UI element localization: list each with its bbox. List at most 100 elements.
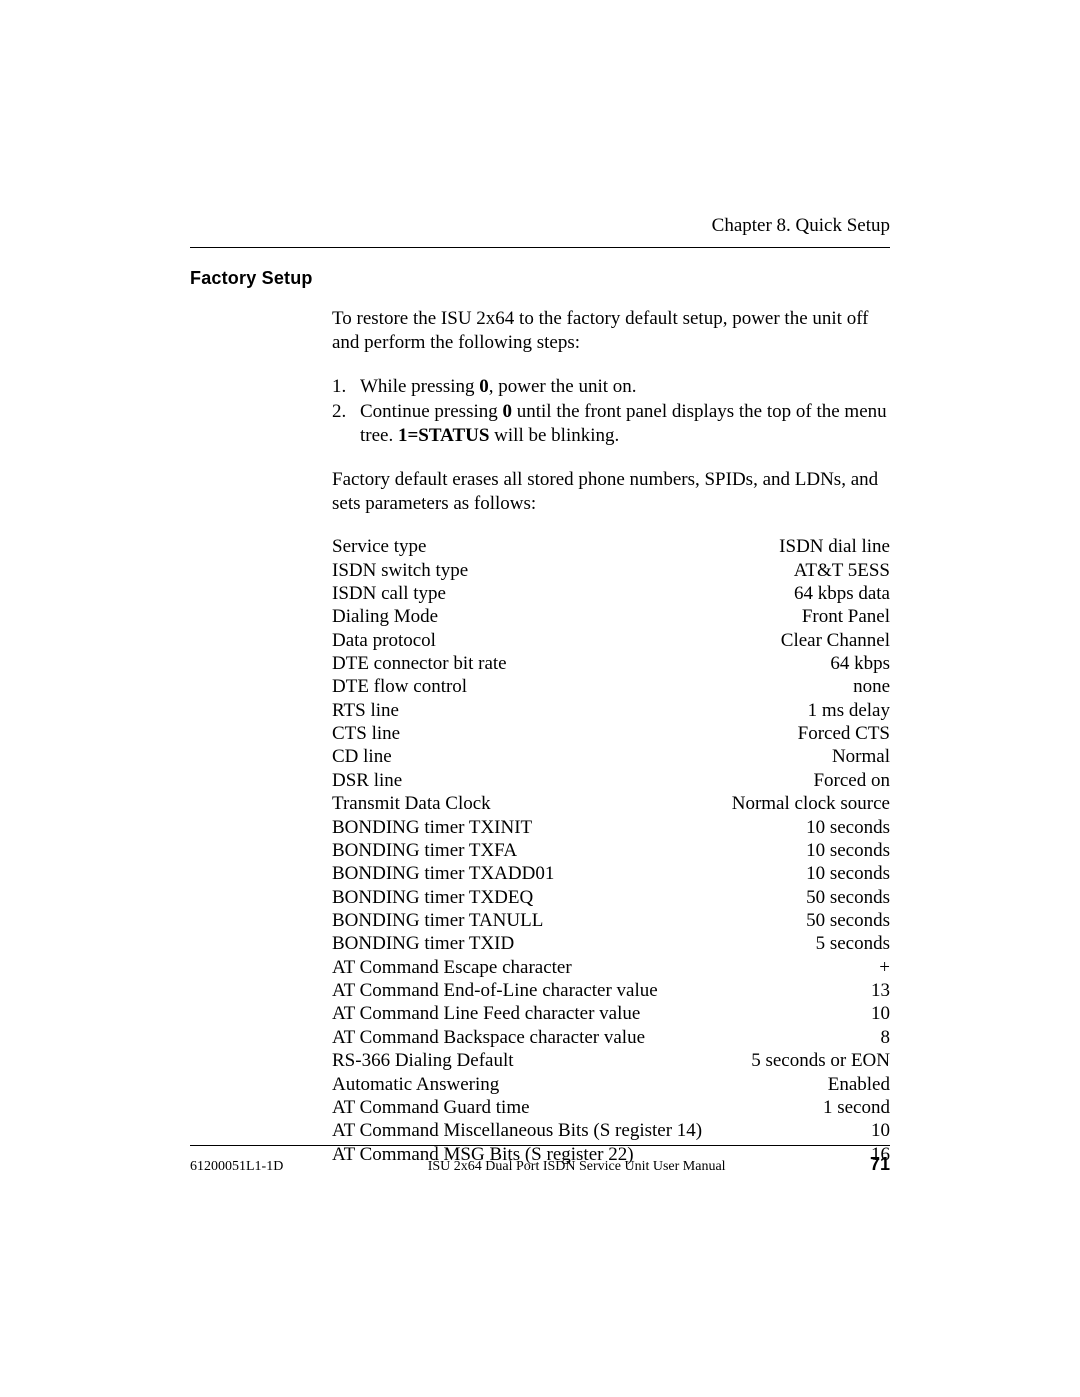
param-label: ISDN switch type	[332, 559, 468, 582]
param-value: 10 seconds	[804, 839, 890, 862]
param-label: RS-366 Dialing Default	[332, 1049, 514, 1072]
param-value: Forced CTS	[796, 722, 890, 745]
param-label: BONDING timer TXADD01	[332, 862, 554, 885]
param-row: ISDN call type 64 kbps data	[332, 582, 890, 605]
param-value: Enabled	[826, 1073, 890, 1096]
step-prefix: While pressing	[360, 376, 479, 397]
footer-page-number: 71	[870, 1154, 890, 1175]
param-row: AT Command Line Feed character value 10	[332, 1002, 890, 1025]
param-value: 5 seconds or EON	[749, 1049, 890, 1072]
param-label: DTE connector bit rate	[332, 652, 507, 675]
param-value: 10	[869, 1119, 890, 1142]
param-value: 10	[869, 1002, 890, 1025]
page-footer: 61200051L1-1D ISU 2x64 Dual Port ISDN Se…	[190, 1145, 890, 1175]
footer-doc-code: 61200051L1-1D	[190, 1159, 283, 1175]
param-value: +	[877, 956, 890, 979]
param-label: AT Command Miscellaneous Bits (S registe…	[332, 1119, 702, 1142]
param-value: 64 kbps data	[792, 582, 890, 605]
param-row: DSR line Forced on	[332, 769, 890, 792]
param-label: DTE flow control	[332, 675, 467, 698]
param-label: RTS line	[332, 699, 399, 722]
param-row: BONDING timer TXDEQ 50 seconds	[332, 886, 890, 909]
param-label: Automatic Answering	[332, 1073, 499, 1096]
param-value: AT&T 5ESS	[792, 559, 890, 582]
param-value: none	[851, 675, 890, 698]
step-bold-2: 1=STATUS	[398, 425, 489, 446]
step-number: 2.	[332, 400, 360, 448]
param-value: 8	[879, 1026, 891, 1049]
step-number: 1.	[332, 375, 360, 399]
param-row: Automatic Answering Enabled	[332, 1073, 890, 1096]
param-row: AT Command Backspace character value 8	[332, 1026, 890, 1049]
param-value: 13	[869, 979, 890, 1002]
param-row: RTS line 1 ms delay	[332, 699, 890, 722]
parameter-list: Service type ISDN dial lineISDN switch t…	[332, 535, 890, 1166]
param-label: Transmit Data Clock	[332, 792, 491, 815]
param-row: AT Command End-of-Line character value 1…	[332, 979, 890, 1002]
param-value: 50 seconds	[804, 886, 890, 909]
param-row: CD line Normal	[332, 745, 890, 768]
param-label: DSR line	[332, 769, 402, 792]
header-rule	[190, 247, 890, 248]
param-value: Clear Channel	[779, 629, 890, 652]
step-bold: 0	[479, 376, 489, 397]
param-row: AT Command Miscellaneous Bits (S registe…	[332, 1119, 890, 1142]
param-label: AT Command Line Feed character value	[332, 1002, 640, 1025]
param-value: Forced on	[811, 769, 890, 792]
param-row: BONDING timer TXINIT 10 seconds	[332, 816, 890, 839]
step-1: 1. While pressing 0, power the unit on.	[332, 375, 890, 399]
footer-rule	[190, 1145, 890, 1146]
param-row: AT Command Escape character +	[332, 956, 890, 979]
param-label: AT Command Guard time	[332, 1096, 530, 1119]
param-value: 1 second	[821, 1096, 890, 1119]
step-text: While pressing 0, power the unit on.	[360, 375, 890, 399]
steps-list: 1. While pressing 0, power the unit on. …	[332, 375, 890, 448]
param-row: ISDN switch type AT&T 5ESS	[332, 559, 890, 582]
param-label: BONDING timer TANULL	[332, 909, 543, 932]
param-value: 10 seconds	[804, 816, 890, 839]
param-label: AT Command End-of-Line character value	[332, 979, 658, 1002]
param-row: Service type ISDN dial line	[332, 535, 890, 558]
param-label: Data protocol	[332, 629, 436, 652]
param-label: ISDN call type	[332, 582, 446, 605]
step-suffix: , power the unit on.	[489, 376, 637, 397]
param-row: Transmit Data Clock Normal clock source	[332, 792, 890, 815]
step-bold: 0	[503, 401, 513, 422]
param-row: BONDING timer TXFA 10 seconds	[332, 839, 890, 862]
footer-row: 61200051L1-1D ISU 2x64 Dual Port ISDN Se…	[190, 1154, 890, 1175]
intro-paragraph: To restore the ISU 2x64 to the factory d…	[332, 307, 890, 355]
param-label: BONDING timer TXINIT	[332, 816, 532, 839]
param-row: AT Command Guard time 1 second	[332, 1096, 890, 1119]
param-value: 10 seconds	[804, 862, 890, 885]
step-suffix: will be blinking.	[489, 425, 619, 446]
param-value: 1 ms delay	[806, 699, 890, 722]
param-value: Front Panel	[800, 605, 890, 628]
param-row: DTE flow control none	[332, 675, 890, 698]
param-row: BONDING timer TXADD01 10 seconds	[332, 862, 890, 885]
param-label: CTS line	[332, 722, 400, 745]
param-label: BONDING timer TXDEQ	[332, 886, 533, 909]
param-label: AT Command Escape character	[332, 956, 572, 979]
param-row: Data protocol Clear Channel	[332, 629, 890, 652]
step-text: Continue pressing 0 until the front pane…	[360, 400, 890, 448]
param-label: CD line	[332, 745, 392, 768]
param-row: DTE connector bit rate 64 kbps	[332, 652, 890, 675]
param-row: BONDING timer TXID 5 seconds	[332, 932, 890, 955]
param-label: BONDING timer TXFA	[332, 839, 517, 862]
step-prefix: Continue pressing	[360, 401, 503, 422]
footer-center-text: ISU 2x64 Dual Port ISDN Service Unit Use…	[283, 1159, 870, 1175]
param-value: Normal clock source	[730, 792, 890, 815]
param-label: BONDING timer TXID	[332, 932, 514, 955]
param-label: Dialing Mode	[332, 605, 438, 628]
param-label: Service type	[332, 535, 426, 558]
param-value: ISDN dial line	[777, 535, 890, 558]
param-value: 50 seconds	[804, 909, 890, 932]
param-row: Dialing Mode Front Panel	[332, 605, 890, 628]
param-value: 64 kbps	[828, 652, 890, 675]
param-row: RS-366 Dialing Default 5 seconds or EON	[332, 1049, 890, 1072]
param-value: 5 seconds	[814, 932, 890, 955]
outro-paragraph: Factory default erases all stored phone …	[332, 468, 890, 516]
step-2: 2. Continue pressing 0 until the front p…	[332, 400, 890, 448]
chapter-header: Chapter 8. Quick Setup	[190, 215, 890, 237]
param-row: BONDING timer TANULL 50 seconds	[332, 909, 890, 932]
